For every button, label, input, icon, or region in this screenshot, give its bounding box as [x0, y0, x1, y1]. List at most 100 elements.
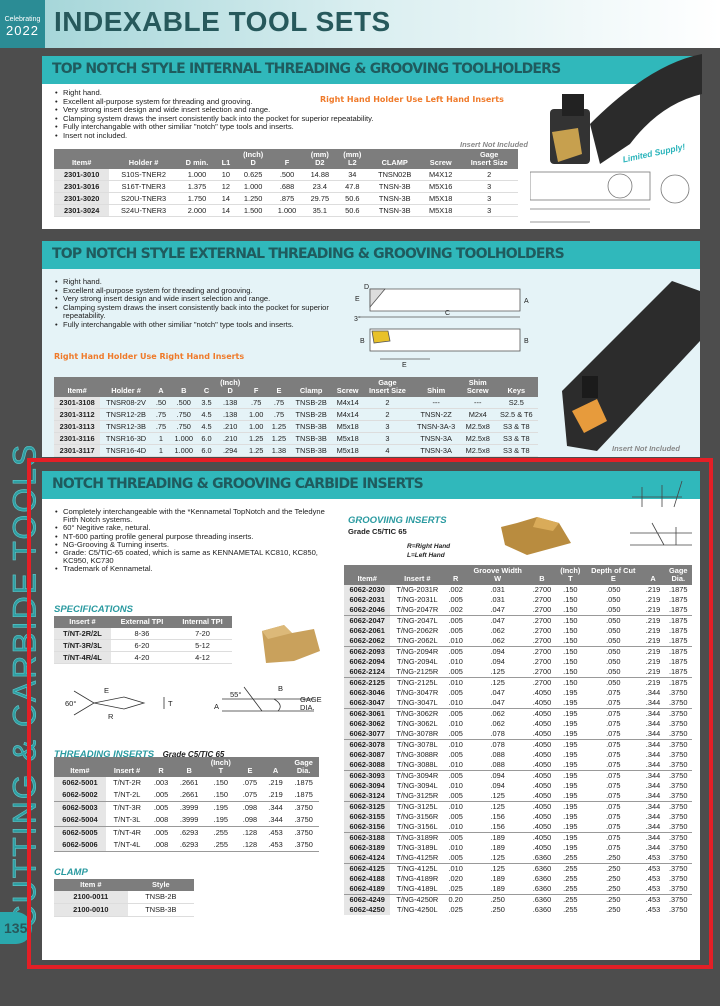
table-cell: .3750 — [294, 828, 313, 837]
table-cell: S10S-TNER2 — [109, 169, 178, 181]
table-cell: T/NG-2125L — [396, 678, 438, 687]
table-cell: T/NG-2094L — [396, 657, 438, 666]
table-cell: .189 — [490, 833, 505, 842]
angle-60-label: 60° — [65, 699, 76, 708]
table-cell: 6062-2093 — [344, 646, 391, 657]
table-row: 6062-2062 T/NG-2062L .010.062.2700.150.050… — [344, 636, 692, 647]
table-cell: .005 — [444, 667, 468, 678]
internal-toolholders-panel: TOP NOTCH STYLE INTERNAL THREADING & GRO… — [42, 54, 702, 229]
highlight-frame — [27, 458, 713, 969]
table-row: 6062-3156 T/NG-3156L .010.156.4050.195.075… — [344, 822, 692, 833]
table-cell: .094 — [490, 781, 505, 790]
table-cell: .3999 — [173, 814, 205, 827]
column-header: Item # — [54, 879, 128, 891]
table-cell: .344 — [645, 688, 661, 697]
table-cell: .219 — [645, 657, 661, 666]
table-cell: TNSB-3B — [290, 444, 332, 457]
table-cell: 1.000 — [170, 444, 198, 457]
feature-list: Right hand.Excellent all-purpose system … — [54, 88, 374, 141]
table-row: 6062-4124 T/NG-4125R .005.125.6360.255.250… — [344, 853, 692, 864]
table-cell: .005 — [444, 729, 468, 740]
table-cell: .219 — [262, 789, 289, 802]
table-cell: 6062-3077 — [344, 729, 391, 740]
table-cell: T/NT-3L — [105, 814, 149, 827]
table-cell: 50.6 — [336, 204, 369, 217]
feature-item: Right hand. — [54, 277, 344, 287]
clamp-table: Item # Style 2100-0011 TNSB-2B 2100-0010 TNSB… — [54, 879, 194, 917]
column-header: (mm) D2 — [303, 149, 337, 169]
table-cell: M5x18 — [331, 420, 364, 433]
table-cell: .005 — [448, 688, 463, 697]
table-cell: .005 — [153, 828, 169, 837]
table-cell: 6062-3125 — [344, 801, 391, 812]
table-cell: .050 — [606, 657, 621, 666]
table-cell: .1875 — [668, 657, 688, 666]
table-cell: .344 — [645, 740, 661, 749]
table-cell: .195 — [563, 802, 578, 811]
table-cell: 2100-0011 — [54, 891, 128, 904]
feature-list: Completely interchangeable with the *Ken… — [54, 507, 339, 574]
external-toolholders-panel: TOP NOTCH STYLE EXTERNAL THREADING & GRO… — [42, 241, 700, 457]
table-cell: .1875 — [664, 667, 692, 678]
table-cell: .3750 — [664, 698, 692, 709]
table-row: 6062-4249 T/NG-4250R 0.20 .250 .6360 .255 .250… — [344, 894, 692, 905]
table-cell: 6.0 — [197, 444, 216, 457]
table-cell: .1875 — [668, 626, 688, 635]
table-cell: .062 — [490, 719, 505, 728]
table-cell: --- — [411, 397, 461, 409]
specifications-title: SPECIFICATIONS — [54, 604, 133, 615]
table-cell: .75 — [151, 408, 171, 421]
table-cell: .025 — [444, 884, 468, 895]
table-cell: 6062-2061 — [344, 626, 391, 636]
table-cell: 1.00 — [244, 408, 268, 421]
table-row: 6062-2124 T/NG-2125R .005.125.2700.150.050… — [344, 667, 692, 678]
header-row: Insert # External TPI Internal TPI — [54, 616, 232, 628]
table-cell: .2700 — [528, 636, 556, 647]
table-row: T/NT-3R/3L 6-20 5-12 — [54, 639, 232, 652]
table-cell: T/NG-4125R — [390, 853, 445, 864]
table-cell: 47.8 — [336, 180, 369, 193]
table-cell: .344 — [641, 760, 665, 771]
table-cell: .195 — [563, 709, 578, 718]
table-cell: .075 — [606, 771, 621, 780]
dim-e-label: E — [355, 296, 360, 303]
table-cell: .6293 — [173, 839, 205, 852]
table-cell: T/NG-4189L — [390, 884, 445, 895]
table-cell: .1875 — [668, 616, 688, 625]
header-row: Item# Insert # R B (Inch) T E A Gage Dia. — [54, 757, 319, 777]
table-cell: .219 — [645, 678, 661, 687]
column-header: F — [244, 377, 268, 397]
column-header: Internal TPI — [173, 616, 232, 628]
table-cell: .195 — [563, 833, 578, 842]
table-cell: .005 — [448, 626, 463, 635]
table-cell: TNSR12-3B — [100, 420, 152, 433]
table-cell: .075 — [606, 802, 621, 811]
table-cell: TNSN-3B — [368, 180, 421, 193]
table-cell: 3.5 — [197, 397, 216, 409]
column-header: Item# — [344, 565, 391, 585]
data-table: Item# Insert # R Groove Width W B (Inch) T Dep… — [344, 565, 692, 915]
external-holder-diagram: D E A C 3° B B E — [354, 284, 529, 369]
table-row: T/NT-2R/2L 8-36 7-20 — [54, 628, 232, 640]
feature-item: Fully interchangable with other similiar… — [54, 123, 374, 132]
dim-e-label: E — [402, 362, 407, 369]
dim-a-label: A — [214, 702, 219, 711]
table-row: 2301-3117 TNSR16-4D 1 1.000 6.0.294 1.25 1.38 T… — [54, 444, 538, 457]
table-cell: .075 — [606, 740, 621, 749]
table-row: 6062-3078 T/NG-3078L .010 .078 .4050 .195 .075… — [344, 739, 692, 750]
table-cell: .075 — [237, 789, 263, 802]
table-cell: TNSN-3A-3 — [411, 420, 461, 433]
table-cell: 3 — [460, 204, 518, 217]
table-cell: M4x14 — [331, 397, 364, 409]
table-cell: 6062-2094 — [344, 657, 391, 667]
feature-item: Insert not included. — [54, 131, 374, 141]
table-cell: .125 — [490, 678, 505, 687]
table-cell: 5-12 — [173, 639, 232, 652]
table-cell: 6062-2030 — [344, 585, 391, 595]
table-cell: T/NG-2047L — [396, 616, 438, 625]
table-cell: 1.250 — [235, 192, 271, 205]
table-cell: .3750 — [668, 709, 688, 718]
table-cell: S3 & T8 — [494, 444, 538, 457]
table-cell: 6062-3156 — [344, 822, 391, 833]
table-cell: 2 — [363, 408, 412, 421]
